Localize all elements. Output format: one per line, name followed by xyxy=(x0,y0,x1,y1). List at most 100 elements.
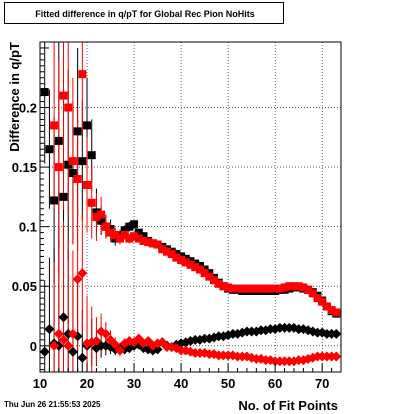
red-square-point xyxy=(294,282,303,291)
red-diamond-point xyxy=(58,334,69,345)
red-square-point xyxy=(172,253,181,262)
red-square-point xyxy=(195,265,204,274)
x-tick-label: 40 xyxy=(174,376,188,391)
red-square-point xyxy=(247,284,256,293)
timestamp-label: Thu Jun 26 21:55:53 2025 xyxy=(4,400,101,409)
y-tick-label: 0.05 xyxy=(12,279,37,294)
red-square-point xyxy=(101,222,110,231)
y-tick-label: 0.15 xyxy=(12,160,37,175)
red-square-point xyxy=(191,263,200,272)
x-tick-label: 20 xyxy=(80,376,94,391)
black-square-point xyxy=(125,222,134,231)
red-square-point xyxy=(327,306,336,315)
black-square-point xyxy=(78,157,87,166)
red-square-point xyxy=(120,230,129,239)
red-diamond-point xyxy=(91,336,102,347)
red-square-point xyxy=(186,260,195,269)
red-square-point xyxy=(224,283,233,292)
red-square-point xyxy=(238,284,247,293)
red-diamond-point xyxy=(331,351,342,362)
y-tick-label: 0.2 xyxy=(19,101,37,116)
black-square-point xyxy=(73,127,82,136)
red-square-point xyxy=(68,157,77,166)
red-diamond-point xyxy=(53,328,64,339)
black-square-point xyxy=(68,169,77,178)
x-tick-label: 60 xyxy=(268,376,282,391)
red-square-point xyxy=(181,258,190,267)
x-tick-label: 30 xyxy=(127,376,141,391)
red-square-point xyxy=(50,121,59,130)
black-square-point xyxy=(92,208,101,217)
black-square-point xyxy=(134,228,143,237)
red-square-point xyxy=(54,163,63,172)
red-diamond-point xyxy=(72,274,83,285)
red-square-point xyxy=(125,234,134,243)
red-square-point xyxy=(177,256,186,265)
black-square-point xyxy=(130,220,139,229)
title-box: Fitted difference in q/pT for Global Rec… xyxy=(4,2,284,24)
red-square-point xyxy=(210,276,219,285)
x-tick-label: 70 xyxy=(315,376,329,391)
red-square-point xyxy=(228,284,237,293)
black-square-point xyxy=(97,216,106,225)
black-square-point xyxy=(54,136,63,145)
red-square-point xyxy=(162,247,171,256)
black-diamond-point xyxy=(58,312,69,323)
red-square-point xyxy=(332,308,341,317)
red-square-point xyxy=(134,234,143,243)
black-diamond-point xyxy=(39,346,50,357)
red-square-point xyxy=(153,240,162,249)
red-diamond-point xyxy=(77,268,88,279)
red-diamond-point xyxy=(110,339,121,350)
x-tick-label: 50 xyxy=(221,376,235,391)
red-square-point xyxy=(139,236,148,245)
black-square-point xyxy=(64,160,73,169)
red-square-point xyxy=(205,272,214,281)
red-square-point xyxy=(271,284,280,293)
red-square-point xyxy=(115,234,124,243)
black-diamond-point xyxy=(77,352,88,363)
red-square-point xyxy=(92,213,101,222)
red-square-point xyxy=(280,283,289,292)
red-diamond-point xyxy=(49,340,60,351)
chart-title: Fitted difference in q/pT for Global Rec… xyxy=(35,9,255,19)
black-square-point xyxy=(59,192,68,201)
red-diamond-point xyxy=(114,345,125,356)
red-square-point xyxy=(261,284,270,293)
red-square-point xyxy=(87,198,96,207)
red-square-point xyxy=(257,284,266,293)
red-square-point xyxy=(318,297,327,306)
red-square-point xyxy=(313,294,322,303)
black-diamond-point xyxy=(331,328,342,339)
red-square-point xyxy=(83,180,92,189)
red-square-point xyxy=(275,284,284,293)
black-square-point xyxy=(83,121,92,130)
red-square-point xyxy=(200,269,209,278)
black-square-point xyxy=(87,151,96,160)
black-square-point xyxy=(40,88,49,97)
red-square-point xyxy=(64,103,73,112)
x-tick-label: 10 xyxy=(33,376,47,391)
red-square-point xyxy=(289,282,298,291)
red-square-point xyxy=(148,239,157,248)
red-square-point xyxy=(144,238,153,247)
data-markers xyxy=(39,70,342,367)
red-square-point xyxy=(111,230,120,239)
red-square-point xyxy=(233,284,242,293)
black-square-point xyxy=(139,232,148,241)
red-square-point xyxy=(78,70,87,79)
black-diamond-point xyxy=(67,346,78,357)
red-square-point xyxy=(308,289,317,298)
red-square-point xyxy=(59,91,68,100)
red-square-point xyxy=(266,284,275,293)
x-axis-label: No. of Fit Points xyxy=(238,398,338,413)
red-diamond-point xyxy=(63,340,74,351)
red-diamond-point xyxy=(67,328,78,339)
red-square-point xyxy=(252,284,261,293)
y-axis-label: Difference in q/pT xyxy=(7,42,22,152)
red-square-point xyxy=(322,302,331,311)
red-square-point xyxy=(106,228,115,237)
y-tick-label: 0.1 xyxy=(19,220,37,235)
red-square-point xyxy=(299,283,308,292)
